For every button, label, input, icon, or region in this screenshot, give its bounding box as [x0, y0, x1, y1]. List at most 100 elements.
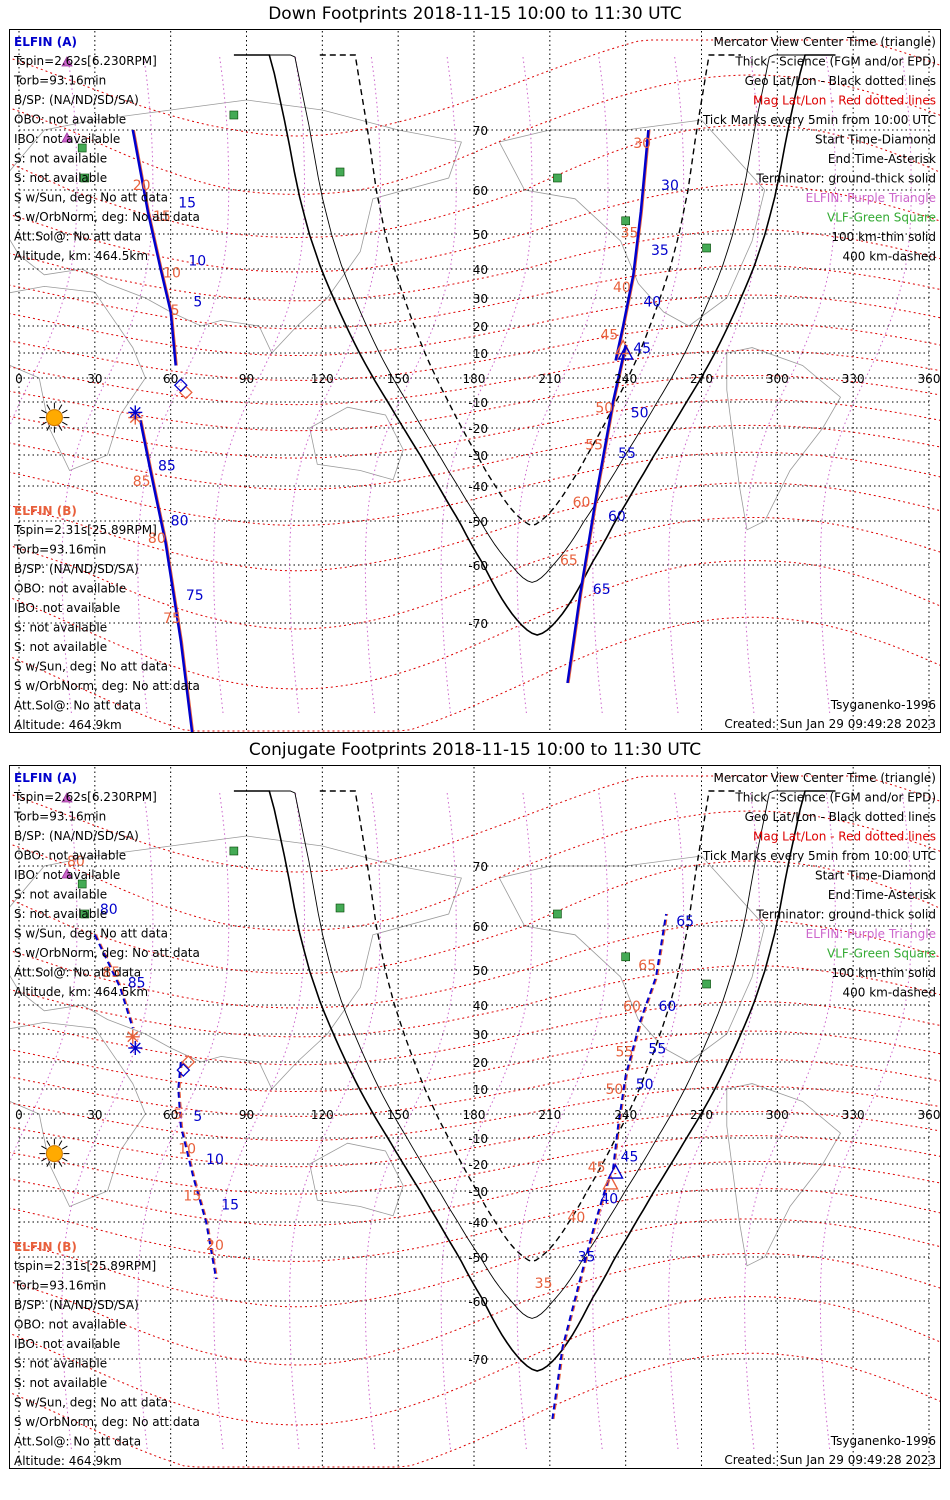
elfin-b-track	[139, 419, 194, 732]
lon-tick-label: 60	[163, 372, 178, 386]
panel-2-frame	[9, 765, 941, 1469]
elfin-a-track	[131, 129, 177, 366]
tick-label: 20	[133, 178, 151, 194]
mag-lon-line	[61, 790, 154, 1450]
sun-ray	[58, 1161, 63, 1167]
mag-lat-line	[10, 39, 940, 137]
legend-line: Thick - Science (FGM and/or EPD)	[734, 55, 936, 69]
tick-label: 60	[623, 999, 641, 1015]
tick-label: 50	[605, 1082, 623, 1098]
elfin-a-info-line: S: not available	[14, 171, 107, 185]
lon-tick-label: 120	[311, 372, 334, 386]
legend-line: Mercator View Center Time (triangle)	[714, 771, 936, 785]
sun-ray	[41, 1157, 47, 1162]
sun-icon	[45, 409, 63, 427]
mag-lon-line	[364, 790, 457, 1450]
asterisk-stroke	[129, 406, 141, 418]
tick-label: 10	[163, 266, 181, 282]
elfin-b-info-line: Altitude: 464.9km	[14, 718, 122, 732]
mag-lat-line	[10, 1135, 940, 1195]
tick-label: 15	[221, 1198, 239, 1214]
tick-label: 75	[163, 611, 181, 627]
elfin-b-header: ELFIN (B)	[14, 1240, 77, 1254]
tick-label: 80	[67, 854, 85, 870]
lat-tick-label: -40	[468, 480, 488, 494]
lat-tick-label: -30	[468, 449, 488, 463]
mag-lat-line	[10, 775, 940, 873]
elfin-a-track	[177, 1061, 218, 1280]
elfin-b-track	[93, 934, 134, 1029]
mag-lon-line	[440, 54, 533, 714]
sun-ray	[46, 1140, 51, 1147]
lat-tick-label: -20	[468, 1158, 488, 1172]
legend-line: Terminator: ground-thick solid	[755, 908, 936, 922]
legend-line: Tick Marks every 5min from 10:00 UTC	[702, 113, 936, 127]
sun-ray	[58, 1140, 63, 1147]
mag-lat-line	[10, 810, 940, 931]
sun-icon	[45, 1145, 63, 1163]
mag-lat-line	[10, 399, 940, 459]
end-asterisk-b	[125, 1029, 140, 1044]
tick-label: 45	[621, 1149, 639, 1165]
lat-tick-label: -50	[468, 1251, 488, 1265]
lon-tick-label: 300	[766, 372, 789, 386]
elfin-b-info-line: OBO: not available	[14, 582, 126, 596]
sun-ray	[41, 1145, 47, 1150]
model-label: Tsyganenko-1996	[830, 1434, 936, 1448]
elfin-b-track-2-shadow	[553, 1180, 611, 1420]
sun-ray	[58, 425, 63, 431]
tick-label: 50	[636, 1077, 654, 1093]
mag-lat-line	[10, 1160, 940, 1227]
elfin-purple-triangle	[61, 792, 73, 803]
mag-lon-line	[364, 54, 457, 714]
elfin-a-info-line: S: not available	[14, 907, 107, 921]
tick-label: 85	[158, 459, 176, 475]
tick-label: 85	[128, 976, 146, 992]
elfin-purple-triangle	[61, 56, 73, 67]
legend-line: Thick - Science (FGM and/or EPD)	[734, 791, 936, 805]
tick-label: 5	[193, 1109, 202, 1125]
mag-lat-line	[10, 516, 940, 630]
mag-lon-line	[743, 54, 837, 714]
legend-line: Mercator View Center Time (triangle)	[714, 35, 936, 49]
elfin-b-info-line: B/SP: (NA/ND/SD/SA)	[14, 1298, 139, 1312]
elfin-a-info-line: IBO: not available	[14, 868, 120, 882]
elfin-b-header: ELFIN (B)	[14, 504, 77, 518]
mag-lon-line	[288, 54, 382, 714]
lat-tick-label: -50	[468, 515, 488, 529]
lon-tick-label: 270	[690, 372, 713, 386]
tick-label: 65	[560, 553, 578, 569]
model-label: Tsyganenko-1996	[830, 698, 936, 712]
mag-lon-line	[61, 54, 154, 714]
tick-label: 50	[595, 400, 613, 416]
sun-ray	[61, 421, 68, 426]
elfin-a-info-line: Tspin=2.62s[6.230RPM]	[13, 790, 157, 804]
elfin-a-info-line: S: not available	[14, 152, 107, 166]
legend-line: 400 km-dashed	[842, 986, 936, 1000]
lon-tick-label: 150	[387, 372, 410, 386]
elfin-a-info-line: OBO: not available	[14, 849, 126, 863]
sun-ray	[61, 1157, 68, 1162]
lon-tick-label: 360	[918, 1108, 941, 1122]
tick-label: 65	[593, 582, 611, 598]
land-outline	[10, 1021, 146, 1208]
elfin-b-info-line: S w/OrbNorm, deg: No att data	[14, 679, 200, 693]
tick-label: 50	[631, 406, 649, 422]
lon-tick-label: 300	[766, 1108, 789, 1122]
vlf-station-square	[335, 167, 345, 177]
mag-lat-line	[10, 74, 940, 195]
mag-lat-line	[10, 616, 940, 732]
mag-lon-line	[137, 54, 230, 714]
legend-line: Start Time-Diamond	[815, 869, 936, 883]
legend-line: 100 km-thin solid	[831, 966, 936, 980]
tick-label: 10	[206, 1152, 224, 1168]
mag-lat-line	[10, 294, 940, 357]
tick-label: 55	[616, 1044, 634, 1060]
panel-1-title: Down Footprints 2018-11-15 10:00 to 11:3…	[268, 4, 682, 24]
elfin-a-info-line: S w/OrbNorm, deg: No att data	[14, 946, 200, 960]
lat-tick-label: -10	[468, 396, 488, 410]
elfin-b-track-2	[566, 344, 627, 684]
mag-lon-line	[137, 790, 230, 1450]
vlf-station-square	[80, 909, 90, 919]
